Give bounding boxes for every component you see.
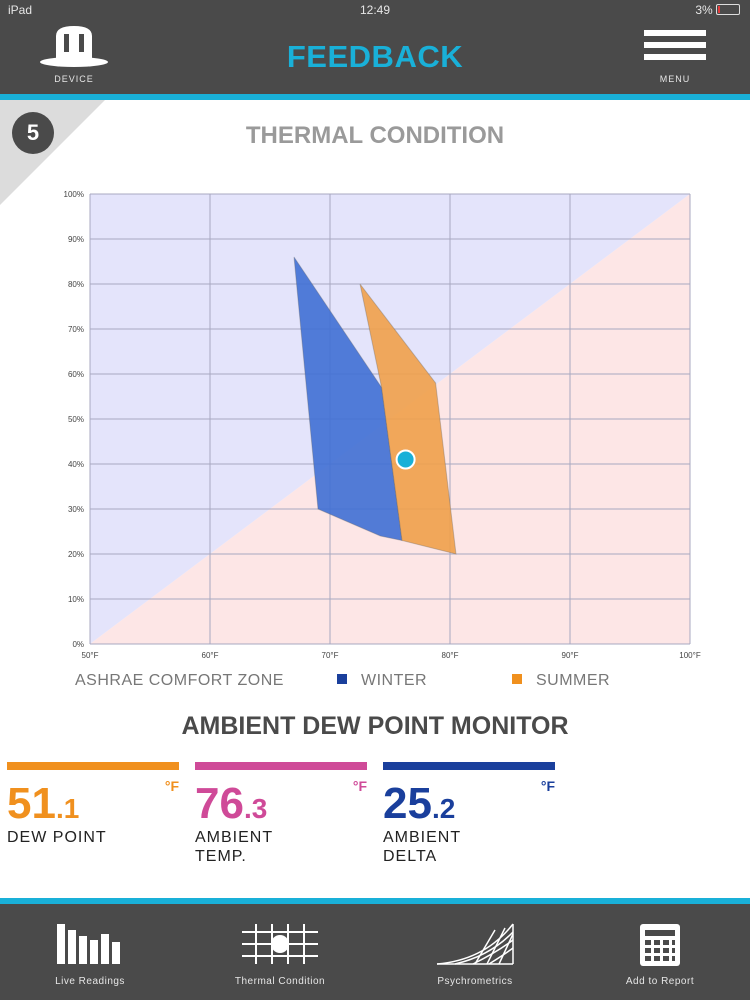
dew-point-title: AMBIENT DEW POINT MONITOR	[181, 712, 569, 740]
ambient-delta-dec: .2	[431, 793, 456, 824]
tab-thermal-condition-label: Thermal Condition	[234, 976, 326, 987]
bar-chart-icon	[57, 924, 120, 964]
dew-point-unit: °F	[164, 778, 179, 794]
ambient-temp-unit: °F	[352, 778, 367, 794]
thermal-chart: 50°F 60°F 70°F 80°F 90°F 100°F 0% 10% 20% 30% 40% 5…	[64, 190, 701, 660]
legend-summer-label: SUMMER	[536, 672, 611, 689]
battery-indicator: 3%	[695, 3, 740, 17]
device-name: iPad	[8, 3, 33, 17]
y-tick-label: 40%	[68, 460, 84, 469]
ambient-delta-tile: °F 25.2 AMBIENT DELTA	[383, 762, 555, 872]
x-tick-label: 50°F	[82, 651, 99, 660]
step-badge: 5	[12, 112, 54, 154]
dew-point-value: 51.1	[7, 782, 79, 831]
dew-point-tile: °F 51.1 DEW POINT	[7, 762, 179, 872]
legend-summer-swatch	[512, 674, 522, 684]
legend-zone-label: ASHRAE COMFORT ZONE	[75, 672, 284, 689]
ambient-temp-label: AMBIENT TEMP.	[195, 829, 274, 865]
dew-point-dec: .1	[55, 793, 80, 824]
series-winter-zone	[293, 256, 403, 542]
ambient-temp-value: 76.3	[195, 782, 267, 831]
thermal-grid-icon	[242, 924, 318, 964]
dew-point-label: DEW POINT	[7, 829, 107, 846]
x-tick-label: 90°F	[562, 651, 579, 660]
ambient-delta-value: 25.2	[383, 782, 455, 831]
tab-add-to-report-label: Add to Report	[625, 976, 695, 987]
tab-add-to-report[interactable]: Add to Report	[580, 904, 740, 1000]
y-tick-label: 0%	[72, 640, 84, 649]
tab-thermal-condition[interactable]: Thermal Condition	[200, 904, 360, 1000]
legend-summer: SUMMER	[512, 672, 610, 690]
header-divider	[0, 94, 750, 100]
battery-percent: 3%	[695, 3, 713, 17]
x-tick-label: 80°F	[442, 651, 459, 660]
device-icon	[40, 26, 108, 67]
y-tick-label: 30%	[68, 505, 84, 514]
ambient-temp-tile: °F 76.3 AMBIENT TEMP.	[195, 762, 367, 872]
ambient-delta-int: 25	[383, 779, 432, 828]
y-tick-label: 90%	[68, 235, 84, 244]
menu-button[interactable]: MENU	[640, 26, 710, 86]
y-tick-label: 100%	[64, 190, 84, 199]
device-button[interactable]: DEVICE	[38, 22, 110, 86]
device-label: DEVICE	[54, 74, 94, 84]
clock: 12:49	[359, 3, 391, 17]
y-tick-label: 50%	[68, 415, 84, 424]
tab-live-readings[interactable]: Live Readings	[10, 904, 170, 1000]
ambient-temp-bar	[195, 762, 367, 770]
x-tick-label: 70°F	[322, 651, 339, 660]
y-tick-label: 70%	[68, 325, 84, 334]
bottom-tab-bar	[0, 904, 750, 1000]
psychrometric-chart-icon	[436, 923, 514, 965]
legend-winter-label: WINTER	[361, 672, 428, 689]
thermal-condition-title: THERMAL CONDITION	[245, 122, 505, 149]
x-tick-label: 60°F	[202, 651, 219, 660]
ambient-delta-label: AMBIENT DELTA	[383, 829, 462, 865]
app-header: FEEDBACK DEVICE MENU	[0, 20, 750, 94]
ambient-temp-int: 76	[195, 779, 244, 828]
dew-point-int: 51	[7, 779, 56, 828]
dew-point-bar	[7, 762, 179, 770]
series-summer-zone	[359, 283, 457, 555]
footer-divider	[0, 898, 750, 904]
y-tick-label: 20%	[68, 550, 84, 559]
tab-psychrometrics[interactable]: Psychrometrics	[395, 904, 555, 1000]
legend-winter: WINTER	[337, 672, 427, 690]
page-title: FEEDBACK	[286, 39, 464, 74]
report-icon	[640, 924, 680, 966]
menu-label: MENU	[659, 74, 691, 84]
y-tick-label: 10%	[68, 595, 84, 604]
ambient-delta-bar	[383, 762, 555, 770]
x-tick-label: 100°F	[679, 651, 701, 660]
ambient-delta-unit: °F	[540, 778, 555, 794]
y-tick-label: 80%	[68, 280, 84, 289]
ambient-temp-dec: .3	[243, 793, 268, 824]
legend-winter-swatch	[337, 674, 347, 684]
y-tick-label: 60%	[68, 370, 84, 379]
tab-psychrometrics-label: Psychrometrics	[437, 976, 513, 987]
current-condition-marker	[395, 449, 416, 470]
status-bar: iPad 12:49 3%	[0, 0, 750, 20]
battery-icon	[716, 4, 740, 15]
tab-live-readings-label: Live Readings	[55, 976, 125, 987]
